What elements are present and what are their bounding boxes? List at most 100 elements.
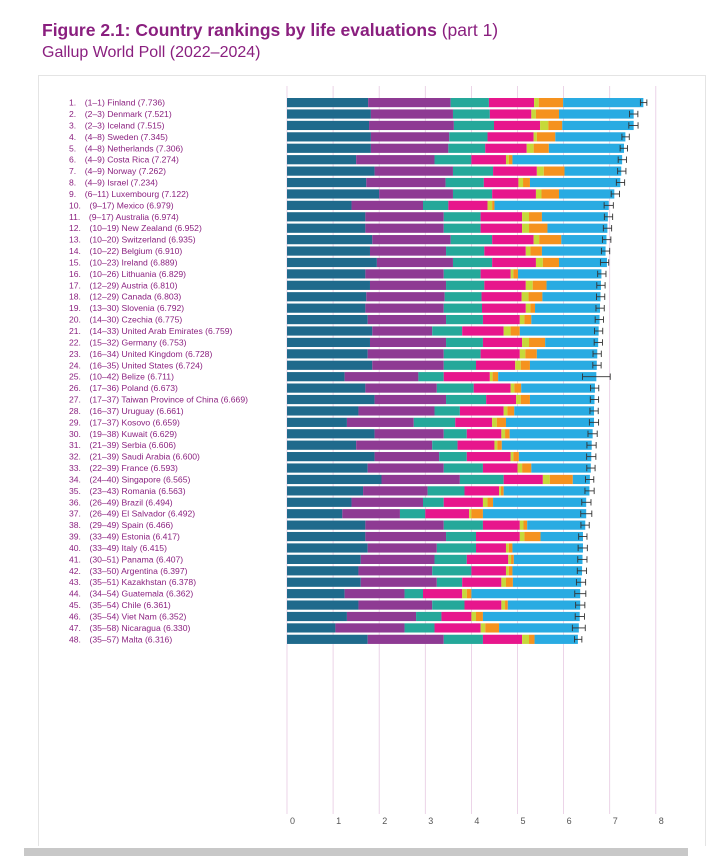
bar-segment [499, 486, 501, 496]
bar-segment [529, 337, 546, 348]
bar-segment [450, 98, 489, 108]
bar-segment [514, 383, 522, 393]
bar-segment [505, 600, 508, 610]
bar-segment [505, 155, 509, 165]
bar-segment [535, 303, 601, 313]
bar-segment [493, 497, 587, 507]
bar-segment [287, 520, 366, 530]
bar-segment [529, 394, 595, 405]
row-label: 13. (10–20) Switzerland (6.935) [69, 235, 196, 245]
bar-segment [436, 543, 477, 553]
bar-segment [287, 554, 361, 564]
bar-segment [287, 429, 375, 439]
bar-segment [452, 189, 493, 199]
bar-segment [482, 497, 488, 507]
row-label: 43. (35–51) Kazakhstan (6.378) [69, 577, 196, 587]
bar-segment [346, 417, 414, 427]
bar-segment [287, 212, 366, 222]
bar-segment [521, 383, 595, 393]
bar-segment [540, 120, 549, 131]
bar-segment [520, 360, 530, 370]
bar-segment [564, 166, 622, 176]
bar-segment [503, 474, 543, 485]
bar-segment [446, 531, 477, 542]
bar-segment [443, 429, 467, 439]
bar-segment [367, 634, 444, 644]
bar-segment [501, 429, 506, 439]
bar-segment [287, 497, 352, 507]
bar-segment [287, 155, 357, 165]
bar-segment [462, 589, 467, 599]
row-label: 30. (19–38) Kuwait (6.629) [69, 429, 177, 439]
bar-segment [441, 611, 472, 622]
row-label: 19. (13–30) Slovenia (6.792) [69, 303, 184, 313]
bar-segment [524, 531, 541, 542]
horizontal-scrollbar[interactable] [24, 848, 688, 856]
bar-segment [287, 463, 368, 473]
bar-segment [346, 611, 417, 622]
bar-segment [480, 223, 523, 233]
bar-segment [287, 623, 336, 633]
bar-segment [532, 280, 547, 290]
bar-segment [464, 600, 502, 610]
bar-segment [351, 497, 423, 507]
figure-subtitle: Gallup World Poll (2022–2024) [42, 44, 261, 61]
bar-segment [443, 372, 490, 382]
bar-segment [399, 509, 426, 519]
bar-segment [480, 623, 486, 633]
bar-segment [496, 417, 506, 427]
bar-segment [434, 406, 460, 416]
bar-segment [503, 486, 590, 496]
bar-segment [462, 326, 504, 336]
bar-segment [443, 223, 481, 233]
bar-segment [287, 246, 370, 256]
bar-segment [466, 452, 511, 462]
bar-segment [487, 200, 493, 210]
bar-segment [287, 589, 345, 599]
bar-segment [505, 577, 513, 587]
bar-segment [287, 634, 368, 644]
bar-segment [374, 394, 447, 405]
bar-segment [476, 611, 483, 622]
row-label: 1. (1–1) Finland (7.736) [69, 98, 165, 108]
bar-segment [427, 486, 465, 496]
bar-segment [482, 611, 580, 622]
bar-segment [443, 360, 477, 370]
bar-segment [562, 120, 634, 131]
bar-segment [370, 109, 453, 119]
bar-segment [369, 120, 454, 131]
row-label: 28. (16–37) Uruguay (6.661) [69, 406, 184, 416]
row-label: 41. (30–51) Panama (6.407) [69, 554, 183, 564]
bar-segment [351, 200, 423, 210]
bar-segment [452, 257, 493, 268]
row-label: 40. (33–49) Italy (6.415) [69, 543, 167, 553]
bar-segment [482, 463, 518, 473]
bar-segment [505, 429, 510, 439]
bar-segment [481, 292, 522, 302]
bar-segment [543, 166, 565, 176]
bar-segment [365, 269, 444, 279]
bar-segment [558, 109, 634, 119]
bar-segment [505, 417, 595, 427]
bar-segment [514, 406, 595, 416]
bar-segment [287, 600, 359, 610]
bar-segment [287, 200, 352, 210]
row-label: 46. (35–54) Viet Nam (6.352) [69, 612, 186, 622]
bar-segment [492, 257, 536, 268]
bar-segment [542, 257, 559, 268]
bar-segment [528, 292, 543, 302]
bar-segment [287, 611, 347, 622]
bar-segment [522, 634, 530, 644]
row-label: 36. (26–49) Brazil (6.494) [69, 497, 173, 507]
bar-segment [360, 577, 437, 587]
x-tick-label: 5 [521, 816, 526, 826]
bar-segment [519, 326, 599, 336]
x-tick-label: 6 [567, 816, 572, 826]
row-label: 15. (10–23) Ireland (6.889) [69, 257, 178, 267]
bar-segment [563, 98, 644, 108]
bar-segment [457, 440, 495, 450]
bar-segment [531, 314, 600, 325]
row-label: 18. (12–29) Canada (6.803) [69, 292, 181, 302]
bar-segment [522, 337, 530, 348]
bar-segment [473, 383, 511, 393]
